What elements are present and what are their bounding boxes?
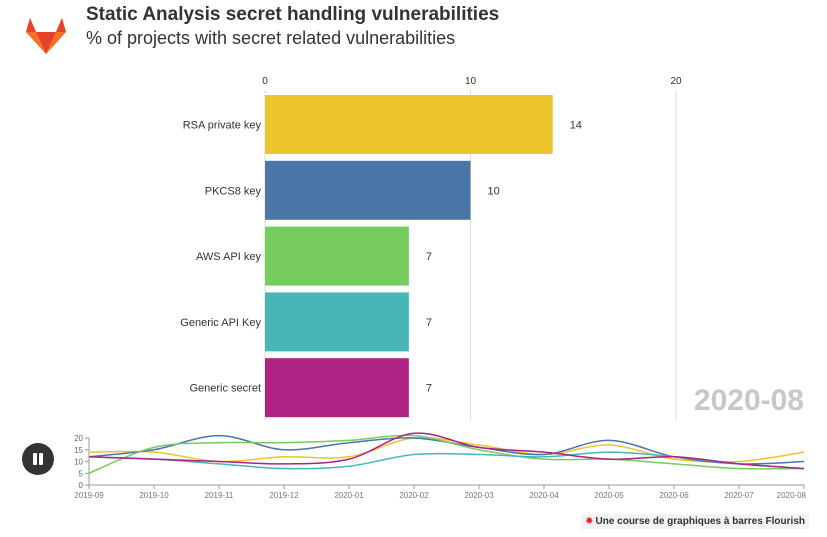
category-label: RSA private key (183, 120, 262, 132)
bar (265, 226, 409, 286)
category-label: Generic API Key (180, 317, 261, 329)
bar (265, 292, 409, 352)
current-period-label: 2020-08 (693, 384, 804, 417)
bar (265, 160, 471, 220)
x-tick-label: 2020-06 (659, 491, 689, 500)
value-label: 7 (426, 251, 432, 263)
series-line (88, 432, 805, 470)
x-tick-label: 2020-03 (464, 491, 494, 500)
category-label: AWS API key (196, 251, 262, 263)
x-tick-label: 2019-10 (139, 491, 169, 500)
y-tick-label: 15 (74, 446, 83, 455)
series-line (88, 434, 805, 474)
value-label: 14 (570, 120, 582, 132)
x-tick-label: 2020-04 (529, 491, 559, 500)
x-tick-label: 2020-07 (724, 491, 754, 500)
x-tick-label: 2020-08 (777, 491, 807, 500)
value-label: 10 (488, 185, 500, 197)
x-tick-label: 2019-12 (269, 491, 299, 500)
x-tick-label: 2020-05 (594, 491, 624, 500)
gitlab-fox-icon (26, 18, 66, 54)
x-tick-label: 2019-11 (205, 491, 234, 500)
bar (265, 358, 409, 418)
pause-button[interactable] (22, 443, 54, 475)
x-tick-label: 2020-01 (334, 491, 364, 500)
y-tick-label: 0 (79, 481, 84, 490)
credit-text: Une course de graphiques à barres Flouri… (595, 516, 805, 527)
flourish-logo-icon: ✹ (585, 516, 594, 527)
value-label: 7 (426, 317, 432, 329)
x-tick-label: 10 (465, 76, 477, 87)
x-tick-label: 20 (670, 76, 682, 87)
value-label: 7 (426, 383, 432, 395)
bar (265, 95, 553, 154)
y-tick-label: 20 (74, 434, 83, 443)
timeline-chart[interactable]: 0 5 10 15 20 2019-09 2019-10 2019-11 2019-12 2020… (60, 430, 820, 505)
category-label: Generic secret (189, 383, 261, 395)
flourish-credit[interactable]: ✹ Une course de graphiques à barres Flour… (581, 514, 809, 529)
chart-subtitle: % of projects with secret related vulner… (86, 28, 456, 48)
chart-title: Static Analysis secret handling vulnerab… (86, 4, 500, 25)
bar-chart: 0 10 20 RSA private key 14 PKCS8 key 10 AWS API… (180, 76, 682, 420)
x-tick-label: 2019-09 (74, 491, 104, 500)
y-tick-label: 5 (79, 469, 84, 478)
category-label: PKCS8 key (205, 185, 262, 197)
x-tick-label: 0 (262, 76, 268, 87)
y-tick-label: 10 (74, 458, 83, 467)
x-tick-label: 2020-02 (399, 491, 429, 500)
